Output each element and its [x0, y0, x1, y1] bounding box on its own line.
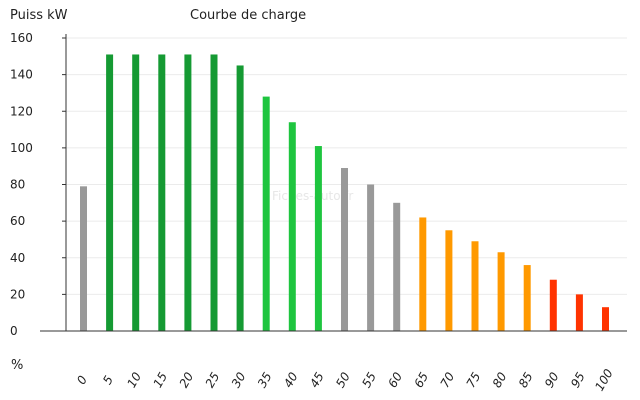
- y-tick-label: 0: [10, 324, 18, 338]
- x-tick-label: 85: [516, 370, 536, 390]
- y-tick-label: 80: [10, 178, 25, 192]
- x-tick-label: 35: [255, 370, 275, 390]
- bar-15: [158, 54, 166, 331]
- x-tick-label: 15: [150, 370, 170, 390]
- y-tick-label: 140: [10, 68, 33, 82]
- bar-65: [419, 217, 427, 331]
- y-tick-label: 100: [10, 141, 33, 155]
- y-tick-labels: 0 20 40 60 80 100 120 140 160: [10, 31, 33, 338]
- x-tick-label: 90: [542, 370, 562, 391]
- bar-20: [184, 54, 192, 331]
- x-tick-label: 100: [592, 366, 616, 393]
- bar-95: [575, 294, 583, 331]
- y-tick-label: 20: [10, 287, 25, 301]
- x-tick-labels: 0 5 10 15 20 25 30 35 40 45 50 55 60 65 70 75 80 85 90 95 10…: [74, 366, 616, 393]
- axes: [40, 34, 627, 332]
- x-tick-label: 25: [203, 370, 223, 390]
- x-tick-label: 95: [568, 370, 588, 390]
- x-tick-label: 10: [124, 370, 144, 391]
- bar-30: [236, 65, 244, 331]
- y-tick-label: 120: [10, 104, 33, 118]
- bar-90: [549, 279, 557, 331]
- x-tick-label: 75: [464, 370, 484, 390]
- x-axis-label: %: [11, 358, 24, 373]
- x-tick-label: 55: [359, 370, 379, 390]
- bar-85: [523, 265, 531, 331]
- bar-75: [471, 241, 479, 331]
- bar-100: [602, 307, 609, 331]
- x-tick-label: 0: [74, 373, 90, 387]
- x-tick-label: 50: [333, 370, 353, 391]
- y-axis-label: Puiss kW: [10, 8, 68, 23]
- x-tick-label: 30: [229, 370, 249, 391]
- x-tick-label: 70: [438, 370, 458, 391]
- x-tick-label: 45: [307, 370, 327, 390]
- x-tick-label: 60: [385, 370, 405, 391]
- x-tick-label: 20: [177, 370, 197, 391]
- bar-70: [445, 230, 453, 331]
- bar-10: [132, 54, 140, 331]
- y-tick-label: 60: [10, 214, 25, 228]
- x-tick-label: 40: [281, 370, 301, 391]
- bar-60: [393, 202, 401, 331]
- bar-40: [288, 122, 296, 331]
- bar-35: [262, 96, 270, 331]
- y-tick-label: 160: [10, 31, 33, 45]
- x-tick-label: 5: [100, 373, 116, 387]
- bar-0: [80, 186, 87, 331]
- bar-25: [210, 54, 218, 331]
- y-tick-label: 40: [10, 251, 25, 265]
- bars: [80, 54, 609, 331]
- bar-55: [367, 184, 375, 331]
- bar-50: [341, 168, 348, 331]
- x-tick-label: 80: [490, 370, 510, 391]
- chart-title: Courbe de charge: [190, 8, 307, 23]
- bar-80: [497, 252, 505, 331]
- bar-45: [314, 146, 322, 331]
- x-tick-label: 65: [411, 370, 431, 390]
- bar-5: [106, 54, 114, 331]
